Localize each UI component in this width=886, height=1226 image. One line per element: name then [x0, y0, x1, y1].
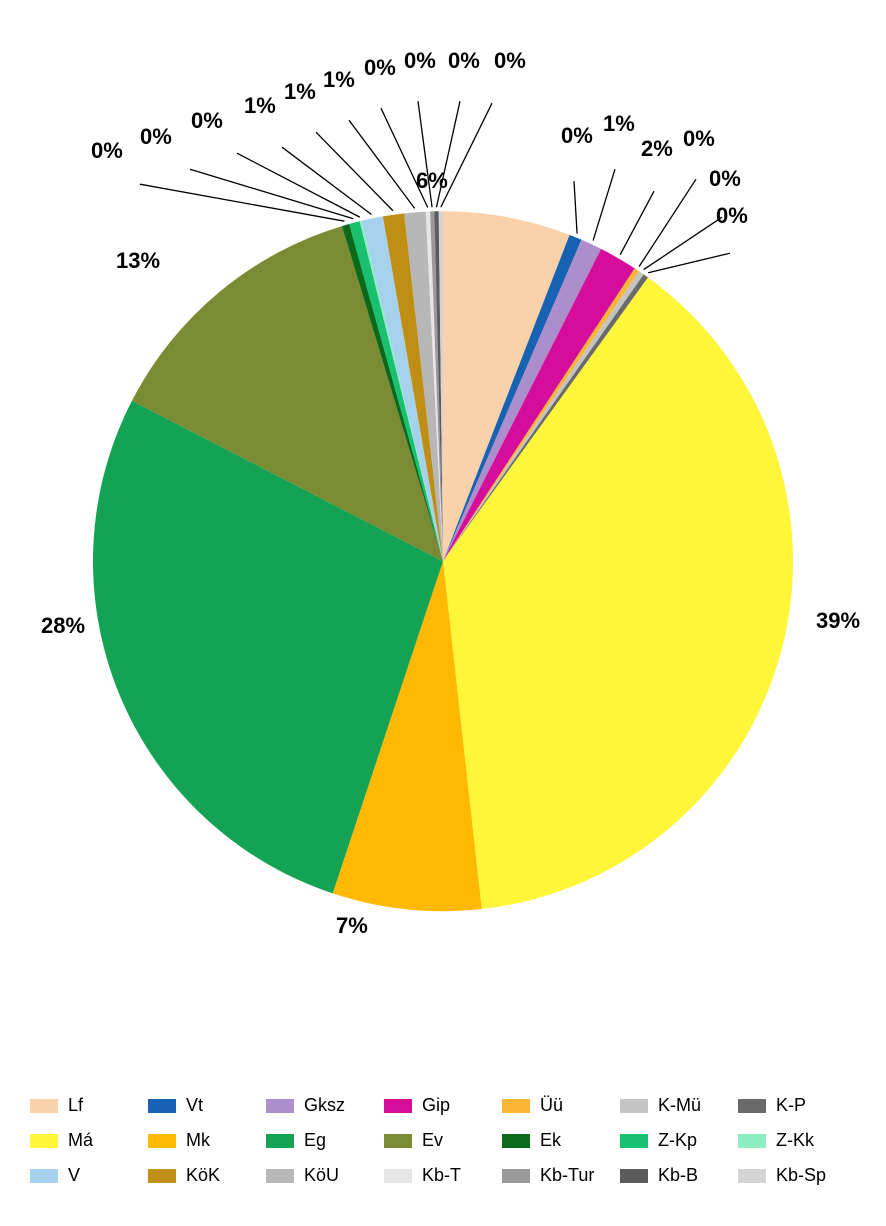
- legend-label: KöK: [186, 1165, 220, 1186]
- legend-item-v: V: [30, 1165, 148, 1186]
- pct-label-z-kk: 0%: [191, 108, 223, 134]
- legend-label: Ev: [422, 1130, 443, 1151]
- legend-item-kök: KöK: [148, 1165, 266, 1186]
- legend-swatch: [384, 1169, 412, 1183]
- pct-label-v: 1%: [244, 93, 276, 119]
- legend-item-kb-tur: Kb-Tur: [502, 1165, 620, 1186]
- legend-label: Kb-B: [658, 1165, 698, 1186]
- pct-label-kb-tur: 0%: [404, 48, 436, 74]
- pct-label-ek: 0%: [91, 138, 123, 164]
- legend-swatch: [30, 1134, 58, 1148]
- leader-line: [316, 132, 393, 211]
- legend-label: V: [68, 1165, 80, 1186]
- pct-label-vt: 0%: [561, 123, 593, 149]
- pct-label-kb-t: 0%: [364, 55, 396, 81]
- legend-label: Kb-T: [422, 1165, 461, 1186]
- legend-item-ek: Ek: [502, 1130, 620, 1151]
- legend-item-kb-t: Kb-T: [384, 1165, 502, 1186]
- legend-swatch: [738, 1169, 766, 1183]
- pct-label-ev: 13%: [116, 248, 160, 274]
- legend-swatch: [502, 1169, 530, 1183]
- legend-swatch: [148, 1134, 176, 1148]
- legend-item-kb-sp: Kb-Sp: [738, 1165, 856, 1186]
- pct-label-üü: 0%: [683, 126, 715, 152]
- legend-swatch: [148, 1169, 176, 1183]
- legend-swatch: [30, 1169, 58, 1183]
- pie-svg: [0, 41, 886, 1101]
- pct-label-kök: 1%: [284, 79, 316, 105]
- pie-chart: 6%0%1%2%0%0%0%39%7%28%13%0%0%0%1%1%1%0%0…: [0, 20, 886, 1080]
- legend-label: Mk: [186, 1130, 210, 1151]
- leader-line: [282, 147, 371, 214]
- legend-label: Z-Kk: [776, 1130, 814, 1151]
- legend-label: Kb-Tur: [540, 1165, 594, 1186]
- leader-line: [644, 217, 722, 269]
- pct-label-má: 39%: [816, 608, 860, 634]
- legend-label: Kb-Sp: [776, 1165, 826, 1186]
- leader-line: [620, 191, 654, 255]
- legend-label: Má: [68, 1130, 93, 1151]
- legend-swatch: [266, 1169, 294, 1183]
- legend-item-mk: Mk: [148, 1130, 266, 1151]
- pct-label-kb-sp: 0%: [494, 48, 526, 74]
- legend-item-kb-b: Kb-B: [620, 1165, 738, 1186]
- pct-label-gksz: 1%: [603, 111, 635, 137]
- legend-item-z-kp: Z-Kp: [620, 1130, 738, 1151]
- pct-label-gip: 2%: [641, 136, 673, 162]
- leader-line: [349, 120, 415, 208]
- legend-label: KöU: [304, 1165, 339, 1186]
- pct-label-eg: 28%: [41, 613, 85, 639]
- leader-line: [593, 169, 615, 240]
- leader-line: [237, 153, 360, 217]
- legend-swatch: [620, 1169, 648, 1183]
- leader-line: [574, 181, 577, 233]
- pct-label-kb-b: 0%: [448, 48, 480, 74]
- legend-item-ev: Ev: [384, 1130, 502, 1151]
- chart-legend: LfVtGkszGipÜüK-MüK-PMáMkEgEvEkZ-KpZ-KkVK…: [0, 1080, 886, 1226]
- pct-label-z-kp: 0%: [140, 124, 172, 150]
- legend-swatch: [502, 1134, 530, 1148]
- legend-label: Z-Kp: [658, 1130, 697, 1151]
- legend-label: Ek: [540, 1130, 561, 1151]
- legend-swatch: [266, 1134, 294, 1148]
- legend-swatch: [384, 1134, 412, 1148]
- legend-item-eg: Eg: [266, 1130, 384, 1151]
- legend-item-má: Má: [30, 1130, 148, 1151]
- legend-item-z-kk: Z-Kk: [738, 1130, 856, 1151]
- pct-label-lf: 6%: [416, 168, 448, 194]
- pct-label-k-mü: 0%: [709, 166, 741, 192]
- leader-line: [140, 184, 344, 221]
- leader-line: [648, 253, 730, 273]
- pct-label-k-p: 0%: [716, 203, 748, 229]
- pct-label-mk: 7%: [336, 913, 368, 939]
- pct-label-köu: 1%: [323, 67, 355, 93]
- legend-label: Eg: [304, 1130, 326, 1151]
- legend-item-köu: KöU: [266, 1165, 384, 1186]
- legend-swatch: [738, 1134, 766, 1148]
- legend-swatch: [620, 1134, 648, 1148]
- leader-line: [190, 169, 353, 219]
